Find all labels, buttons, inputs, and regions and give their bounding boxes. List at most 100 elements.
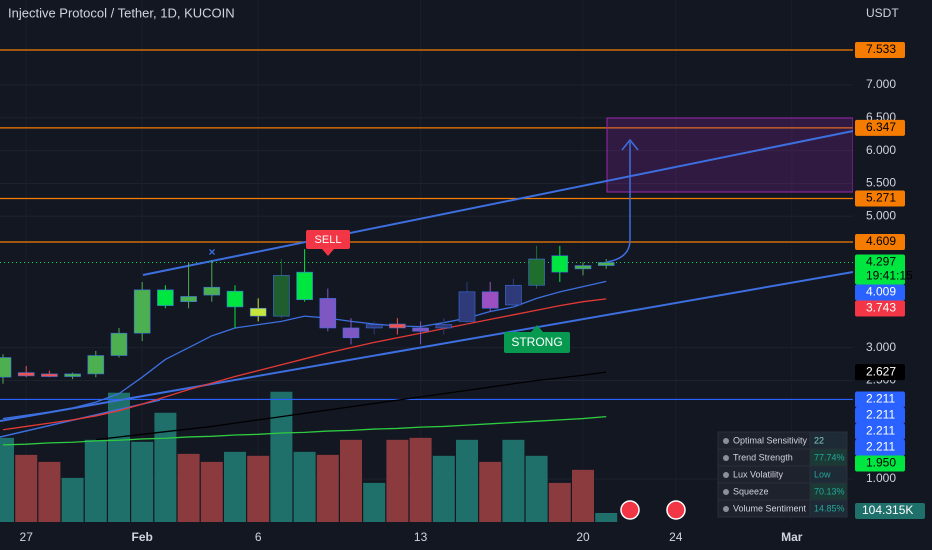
y-tick-label: 1.000 bbox=[866, 471, 896, 485]
candle-body bbox=[133, 289, 151, 334]
price-badge bbox=[855, 364, 905, 381]
price-badge-label: 4.609 bbox=[866, 234, 896, 248]
event-flag[interactable] bbox=[666, 500, 686, 520]
volume-bar bbox=[200, 461, 223, 522]
strong-pointer bbox=[531, 325, 543, 332]
y-tick-label: 5.000 bbox=[866, 208, 896, 222]
price-badge-label: 6.347 bbox=[866, 120, 896, 134]
price-badge-label: 2.211 bbox=[866, 424, 895, 438]
table-icon bbox=[723, 438, 729, 444]
price-badge-label: 4.009 bbox=[866, 285, 896, 299]
volume-bar bbox=[572, 469, 594, 522]
volume-bar bbox=[316, 454, 339, 522]
candle-body bbox=[64, 373, 81, 377]
table-label: Optimal Sensitivity bbox=[733, 435, 808, 445]
table-icon bbox=[723, 489, 729, 495]
info-table: Optimal Sensitivity 22 Trend Strength 77.74… bbox=[717, 431, 848, 518]
candle-body bbox=[17, 372, 35, 377]
candle-body bbox=[412, 327, 429, 332]
target-arrow bbox=[606, 138, 639, 263]
table-icon bbox=[723, 472, 729, 478]
y-tick-label: 7.000 bbox=[866, 77, 896, 91]
volume-bar bbox=[456, 439, 478, 522]
volume-bar bbox=[131, 441, 154, 522]
volume-bar bbox=[38, 461, 61, 522]
price-badge bbox=[855, 119, 905, 136]
volume-bar bbox=[61, 477, 84, 522]
table-value: 14.85% bbox=[814, 503, 845, 513]
volume-bar bbox=[595, 512, 618, 522]
candle-body bbox=[505, 284, 522, 306]
candles bbox=[0, 245, 615, 384]
candle-body bbox=[574, 265, 592, 270]
price-badge bbox=[855, 284, 905, 301]
price-badge-label: 5.271 bbox=[866, 191, 896, 205]
time-axis bbox=[0, 522, 853, 550]
candle-body bbox=[203, 286, 221, 296]
volume-bar bbox=[247, 455, 270, 522]
channel-upper bbox=[142, 130, 854, 276]
price-badge-label: 2.211 bbox=[866, 408, 895, 422]
volume-bar bbox=[177, 453, 200, 522]
table-value: 22 bbox=[814, 435, 824, 445]
event-flag[interactable] bbox=[620, 500, 640, 520]
price-badge-label: 2.211 bbox=[866, 392, 895, 406]
table-label: Lux Volatility bbox=[733, 469, 784, 479]
table-value: 77.74% bbox=[814, 452, 845, 462]
sell-pointer bbox=[322, 249, 334, 256]
volume-badge bbox=[855, 503, 925, 519]
strong-text: STRONG bbox=[511, 335, 562, 349]
price-badge bbox=[855, 254, 905, 285]
candle-body bbox=[41, 373, 58, 377]
x-tick-label: 6 bbox=[255, 530, 262, 544]
candle-body bbox=[597, 262, 615, 266]
volume-bar bbox=[340, 439, 362, 522]
price-badge bbox=[855, 300, 905, 317]
volume-bar bbox=[479, 461, 502, 522]
candle-body bbox=[249, 307, 267, 317]
volume-bar bbox=[502, 439, 525, 522]
table-value: Low bbox=[814, 469, 831, 479]
price-badge-label: 2.627 bbox=[866, 364, 896, 378]
sell-box bbox=[306, 230, 350, 249]
price-badge bbox=[855, 423, 905, 440]
ma-line bbox=[2, 298, 607, 431]
price-badge bbox=[855, 407, 905, 424]
candle-body bbox=[87, 355, 105, 375]
table-label: Squeeze bbox=[733, 486, 769, 496]
price-badge-label: 2.211 bbox=[866, 440, 895, 454]
price-badge-label: 7.533 bbox=[866, 42, 896, 56]
volume-bar bbox=[363, 482, 386, 522]
candle-body bbox=[551, 255, 569, 273]
x-tick-label: 13 bbox=[414, 530, 428, 544]
volume-bar bbox=[432, 455, 455, 522]
volume-bar bbox=[0, 437, 14, 522]
x-tick-label: 27 bbox=[20, 530, 34, 544]
price-badge-label: 4.297 bbox=[866, 255, 896, 269]
table-icon bbox=[723, 455, 729, 461]
candle-body bbox=[180, 296, 197, 302]
candle-body bbox=[528, 258, 545, 286]
candle-body bbox=[481, 291, 499, 309]
price-badge bbox=[855, 439, 905, 456]
volume-bar bbox=[15, 454, 38, 522]
table-value-cell bbox=[809, 499, 848, 518]
y-tick-label: 5.500 bbox=[866, 176, 896, 190]
x-tick-label: 20 bbox=[576, 530, 590, 544]
candle-body bbox=[0, 357, 12, 378]
currency: USDT bbox=[866, 6, 899, 20]
moving-averages bbox=[2, 280, 607, 446]
y-tick-label: 6.000 bbox=[866, 143, 896, 157]
candle-body bbox=[157, 289, 174, 306]
strong-box bbox=[504, 332, 570, 353]
x-tick-label: Mar bbox=[781, 530, 803, 544]
table-value: 70.13% bbox=[814, 486, 845, 496]
ma-line bbox=[2, 280, 607, 420]
volume-bar bbox=[293, 451, 316, 522]
price-badge-label: 1.950 bbox=[866, 456, 896, 470]
price-badge bbox=[855, 233, 905, 250]
table-label: Volume Sentiment bbox=[733, 503, 807, 513]
volume-bar bbox=[224, 451, 246, 522]
